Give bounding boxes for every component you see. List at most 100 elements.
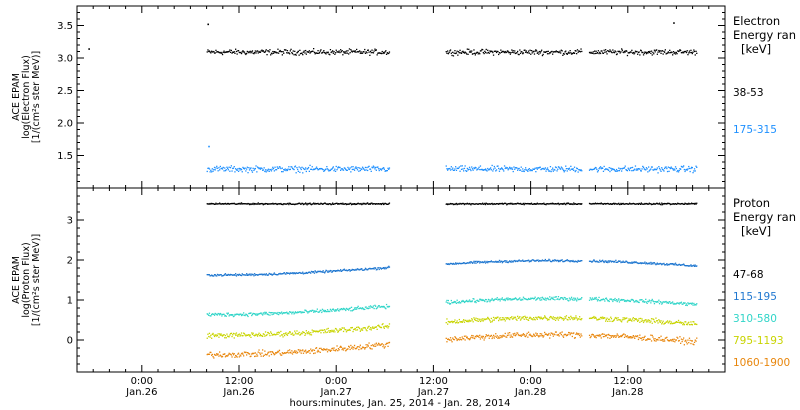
data-point (591, 299, 593, 301)
data-point (677, 50, 680, 53)
data-point (509, 332, 511, 334)
data-point (665, 337, 667, 339)
data-point (385, 326, 388, 328)
data-point (498, 259, 501, 262)
data-point (231, 52, 233, 54)
data-point (223, 334, 225, 336)
data-point (654, 338, 656, 340)
data-point (322, 349, 324, 351)
data-point (466, 48, 468, 50)
data-point (250, 312, 252, 314)
data-point (316, 203, 318, 205)
data-point (490, 169, 492, 171)
data-point (247, 172, 249, 174)
data-point (665, 321, 667, 323)
data-point (487, 335, 489, 337)
data-point (224, 273, 226, 276)
data-point (615, 203, 618, 205)
data-point (473, 203, 475, 205)
data-point (553, 168, 555, 171)
data-point (332, 347, 334, 349)
data-point (562, 335, 564, 337)
data-point (237, 335, 239, 337)
data-point (479, 298, 482, 300)
data-point (226, 51, 228, 53)
data-point (619, 319, 621, 321)
data-point (220, 203, 222, 205)
data-point (308, 311, 310, 313)
data-point (305, 53, 307, 55)
data-point (596, 261, 599, 263)
data-point (510, 317, 512, 319)
data-point (236, 334, 238, 336)
data-point (502, 299, 504, 301)
data-point (271, 274, 273, 276)
data-point (466, 337, 468, 339)
data-point (476, 168, 479, 170)
data-point (340, 169, 342, 171)
data-point (578, 298, 580, 300)
data-point (291, 313, 293, 315)
data-point (673, 302, 675, 305)
data-point (315, 203, 317, 205)
data-point (478, 203, 480, 205)
data-point (449, 263, 451, 265)
data-point (525, 203, 527, 205)
data-point (634, 335, 637, 337)
data-point (214, 334, 216, 337)
data-point (578, 332, 580, 335)
data-point (207, 333, 209, 335)
data-point (334, 168, 336, 170)
data-point (272, 273, 275, 275)
data-point (560, 316, 562, 319)
data-point (607, 203, 610, 205)
data-point (282, 312, 284, 314)
data-point (501, 203, 503, 205)
data-point (317, 311, 319, 313)
data-point (690, 264, 692, 266)
data-point (348, 53, 350, 55)
data-point (686, 343, 688, 345)
data-point (685, 341, 688, 343)
data-point (510, 52, 512, 54)
data-point (607, 50, 609, 52)
data-point (313, 203, 316, 205)
data-point (457, 167, 459, 170)
data-point (272, 351, 274, 353)
data-point (590, 203, 592, 205)
data-point (312, 271, 314, 274)
data-point (233, 166, 235, 168)
data-point (648, 262, 650, 264)
data-point (375, 305, 377, 307)
data-point (501, 202, 503, 204)
data-point (535, 260, 537, 262)
data-point (487, 334, 490, 336)
data-point (207, 49, 209, 51)
data-point (573, 332, 575, 334)
data-point (573, 261, 576, 263)
data-point (676, 203, 678, 205)
data-point (219, 51, 221, 54)
data-point (620, 320, 622, 322)
data-point (349, 270, 351, 272)
data-point (208, 314, 210, 316)
data-point (471, 168, 474, 170)
data-point (373, 203, 375, 205)
data-point (240, 355, 242, 357)
data-point (669, 203, 671, 205)
data-point (558, 51, 560, 54)
data-point (552, 259, 554, 262)
data-point (485, 334, 487, 336)
data-point (450, 166, 452, 168)
data-point (283, 52, 285, 54)
data-point (466, 320, 468, 322)
data-point (230, 354, 232, 356)
data-point (500, 202, 502, 205)
data-point (696, 303, 698, 305)
data-point (332, 349, 334, 351)
data-point (656, 202, 658, 205)
data-point (471, 50, 473, 52)
data-point (464, 51, 466, 53)
data-point (449, 303, 451, 305)
data-point (357, 167, 359, 169)
